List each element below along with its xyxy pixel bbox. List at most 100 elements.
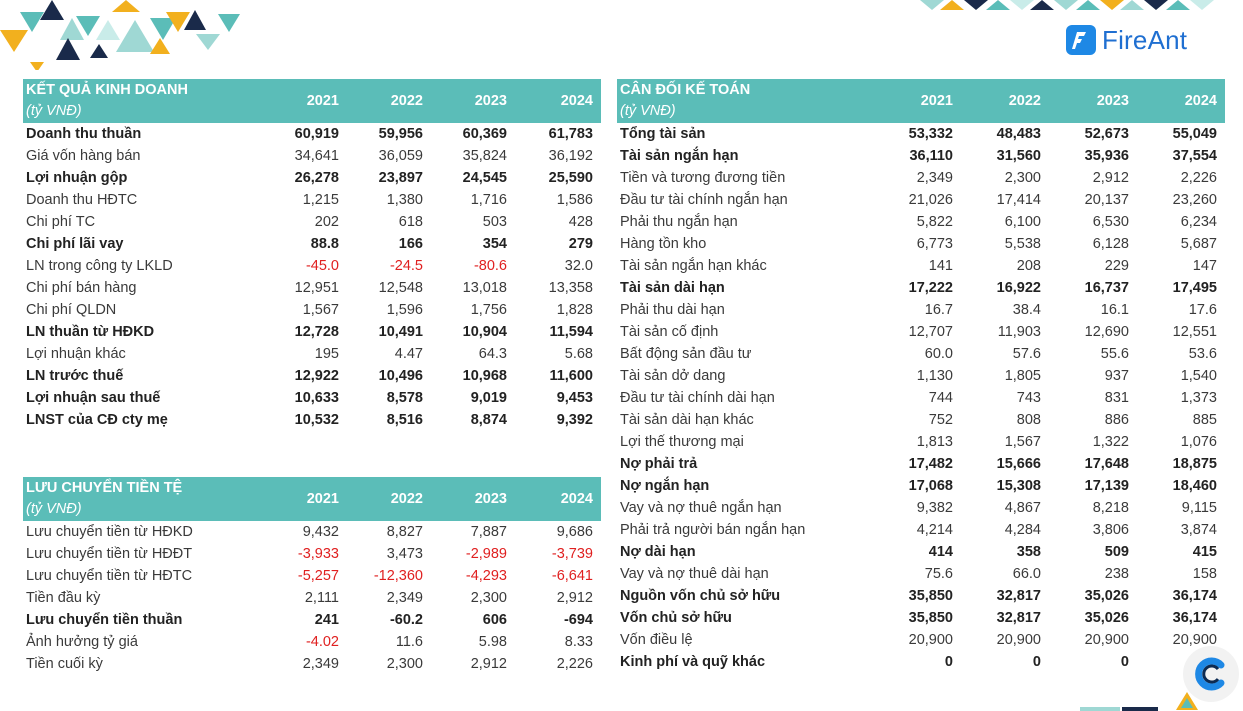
row-value-2022: 15,308: [996, 478, 1041, 494]
table-row: Doanh thu HĐTC 1,215 1,380 1,716 1,586: [23, 189, 601, 211]
row-label: Nợ ngắn hạn: [620, 478, 710, 494]
row-value-2021: 88.8: [310, 236, 339, 252]
row-value-2021: 53,332: [908, 126, 953, 142]
table-row: Vay và nợ thuê dài hạn 75.6 66.0 238 158: [617, 563, 1225, 585]
row-value-2023: 6,530: [1092, 214, 1129, 230]
row-label: Bất động sản đầu tư: [620, 346, 752, 362]
table-row: Nguồn vốn chủ sở hữu 35,850 32,817 35,026 36…: [617, 585, 1225, 607]
row-label: Lưu chuyển tiền từ HĐTC: [26, 568, 193, 584]
row-label: Doanh thu thuần: [26, 126, 142, 142]
table-row: Phải thu ngắn hạn 5,822 6,100 6,530 6,234: [617, 211, 1225, 233]
row-value-2021: 202: [314, 214, 339, 230]
row-value-2024: 3,874: [1180, 522, 1217, 538]
row-value-2023: -80.6: [473, 258, 507, 274]
row-value-2021: 35,850: [908, 610, 953, 626]
row-value-2022: 208: [1016, 258, 1041, 274]
row-label: Phải thu ngắn hạn: [620, 214, 738, 230]
row-value-2022: 59,956: [378, 126, 423, 142]
floating-c-badge[interactable]: [1183, 646, 1239, 702]
row-value-2021: 12,922: [294, 368, 339, 384]
table-row: Tài sản dài hạn 17,222 16,922 16,737 17,495: [617, 277, 1225, 299]
fireant-logo-icon: [1066, 25, 1096, 55]
row-value-2024: 61,783: [548, 126, 593, 142]
row-value-2023: 52,673: [1084, 126, 1129, 142]
row-value-2023: 831: [1104, 390, 1129, 406]
row-label: Hàng tồn kho: [620, 236, 707, 252]
row-value-2023: 238: [1104, 566, 1129, 582]
row-label: Vay và nợ thuê dài hạn: [620, 566, 769, 582]
row-value-2023: 64.3: [478, 346, 507, 362]
row-value-2023: 20,137: [1084, 192, 1129, 208]
row-value-2021: 195: [314, 346, 339, 362]
row-value-2022: 10,491: [378, 324, 423, 340]
row-label: Lợi nhuận sau thuế: [26, 390, 161, 406]
row-value-2024: 158: [1192, 566, 1217, 582]
row-value-2022: 38.4: [1012, 302, 1041, 318]
row-value-2022: 10,496: [378, 368, 423, 384]
year-header: 2022: [961, 79, 1049, 123]
brand-name: FireAnt: [1102, 24, 1188, 55]
table-row: Chi phí QLDN 1,567 1,596 1,756 1,828: [23, 299, 601, 321]
row-value-2023: -4,293: [465, 568, 507, 584]
table-row: Chi phí lãi vay 88.8 166 354 279: [23, 233, 601, 255]
table-row: Doanh thu thuần 60,919 59,956 60,369 61,783: [23, 123, 601, 145]
table-row: Lợi thế thương mại 1,813 1,567 1,322 1,076: [617, 431, 1225, 453]
row-value-2022: 4,284: [1004, 522, 1041, 538]
row-label: Ảnh hưởng tỷ giá: [26, 634, 138, 650]
table-header: CÂN ĐỐI KẾ TOÁN (tỷ VNĐ) 2021 2022 2023 …: [617, 79, 1225, 123]
row-value-2022: 5,538: [1004, 236, 1041, 252]
row-value-2021: 16.7: [924, 302, 953, 318]
row-label: Vốn điều lệ: [620, 632, 693, 648]
table-row: Tiền đầu kỳ 2,111 2,349 2,300 2,912: [23, 587, 601, 609]
table-row: Tiền và tương đương tiền 2,349 2,300 2,912 2…: [617, 167, 1225, 189]
table-row: Chi phí bán hàng 12,951 12,548 13,018 13,358: [23, 277, 601, 299]
row-value-2023: 1,756: [470, 302, 507, 318]
row-value-2023: 509: [1104, 544, 1129, 560]
row-value-2024: 8.33: [564, 634, 593, 650]
row-label: Tài sản ngắn hạn: [620, 148, 739, 164]
row-value-2024: 20,900: [1172, 632, 1217, 648]
year-header: 2023: [1049, 79, 1137, 123]
c-logo-icon: [1195, 657, 1225, 691]
fireant-logo: FireAnt: [1066, 24, 1187, 56]
row-label: Nợ dài hạn: [620, 544, 696, 560]
row-value-2024: 53.6: [1188, 346, 1217, 362]
row-label: Chi phí lãi vay: [26, 236, 124, 252]
row-value-2024: -694: [563, 612, 593, 628]
table-row: Phải trả người bán ngắn hạn 4,214 4,284 3,8…: [617, 519, 1225, 541]
row-value-2021: 5,822: [916, 214, 953, 230]
row-value-2024: 1,586: [556, 192, 593, 208]
table-header: KẾT QUẢ KINH DOANH (tỷ VNĐ) 2021 2022 20…: [23, 79, 601, 123]
row-value-2022: 31,560: [996, 148, 1041, 164]
row-value-2022: 3,473: [386, 546, 423, 562]
row-label: Lợi thế thương mại: [620, 434, 744, 450]
row-value-2021: 35,850: [908, 588, 953, 604]
row-value-2023: 60,369: [462, 126, 507, 142]
row-value-2021: 26,278: [294, 170, 339, 186]
cash-flow-table: LƯU CHUYỂN TIỀN TỆ (tỷ VNĐ) 2021 2022 20…: [23, 477, 601, 675]
row-value-2023: 9,019: [470, 390, 507, 406]
row-value-2024: -6,641: [551, 568, 593, 584]
row-value-2024: 2,226: [556, 656, 593, 672]
row-value-2021: -5,257: [297, 568, 339, 584]
row-value-2021: 10,532: [294, 412, 339, 428]
row-value-2023: 229: [1104, 258, 1129, 274]
row-value-2023: 17,648: [1084, 456, 1129, 472]
row-value-2024: 2,912: [556, 590, 593, 606]
table-title-text: CÂN ĐỐI KẾ TOÁN: [620, 82, 751, 98]
row-value-2024: 17.6: [1188, 302, 1217, 318]
row-value-2024: 885: [1192, 412, 1217, 428]
table-row: LNST của CĐ cty mẹ 10,532 8,516 8,874 9,392: [23, 409, 601, 431]
year-header: 2023: [431, 79, 515, 123]
row-value-2021: 2,111: [304, 590, 339, 606]
row-value-2021: 75.6: [924, 566, 953, 582]
row-value-2023: 0: [1120, 654, 1129, 670]
row-value-2022: 32,817: [996, 610, 1041, 626]
table-unit: (tỷ VNĐ): [26, 103, 82, 119]
row-value-2022: 48,483: [996, 126, 1041, 142]
row-value-2021: 34,641: [294, 148, 339, 164]
row-value-2021: 20,900: [908, 632, 953, 648]
row-value-2022: 17,414: [996, 192, 1041, 208]
row-label: Vay và nợ thuê ngắn hạn: [620, 500, 782, 516]
row-value-2022: 6,100: [1004, 214, 1041, 230]
